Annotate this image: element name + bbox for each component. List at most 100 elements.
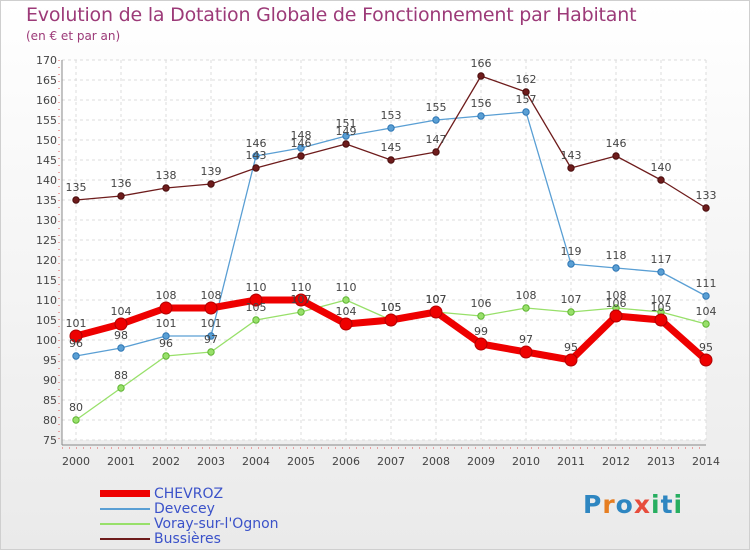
legend-item: CHEVROZ [100,486,279,502]
data-point-devecey [522,108,530,116]
data-point-chevroz [204,301,218,315]
data-label-bussi-res: 146 [291,137,312,150]
data-label-bussi-res: 138 [156,169,177,182]
data-point-devecey [297,144,305,152]
logo-letter: i [651,490,661,519]
data-point-chevroz [654,313,668,327]
data-label-voray-sur-l-ognon: 108 [606,289,627,302]
data-label-chevroz: 110 [291,281,312,294]
data-label-chevroz: 105 [651,301,672,314]
data-label-devecey: 96 [69,337,83,350]
data-label-chevroz: 106 [606,297,627,310]
data-label-devecey: 98 [114,329,128,342]
data-label-voray-sur-l-ognon: 97 [204,333,218,346]
data-label-voray-sur-l-ognon: 80 [69,401,83,414]
data-point-bussi-res [477,72,485,80]
data-point-voray-sur-l-ognon [567,308,575,316]
data-point-bussi-res [72,196,80,204]
data-point-chevroz [294,293,308,307]
data-point-devecey [612,264,620,272]
proxiti-logo: Proxiti [583,490,683,519]
data-label-bussi-res: 140 [651,161,672,174]
data-point-devecey [567,260,575,268]
data-point-voray-sur-l-ognon [297,308,305,316]
y-tick-label: 105 [36,314,57,327]
data-point-chevroz [519,345,533,359]
data-label-bussi-res: 143 [246,149,267,162]
data-label-bussi-res: 166 [471,57,492,70]
data-label-devecey: 151 [336,117,357,130]
x-tick-label: 2011 [557,455,585,468]
y-tick-label: 140 [36,174,57,187]
data-point-voray-sur-l-ognon [522,304,530,312]
data-label-bussi-res: 146 [606,137,627,150]
data-point-chevroz [384,313,398,327]
data-label-bussi-res: 145 [381,141,402,154]
y-tick-label: 85 [43,394,57,407]
logo-letter: r [602,490,616,519]
data-label-chevroz: 105 [381,301,402,314]
x-tick-label: 2004 [242,455,270,468]
data-label-devecey: 118 [606,249,627,262]
data-label-chevroz: 104 [336,305,357,318]
data-label-chevroz: 110 [246,281,267,294]
data-label-chevroz: 95 [699,341,713,354]
data-label-bussi-res: 139 [201,165,222,178]
legend-label: Devecey [154,500,215,517]
y-tick-label: 95 [43,354,57,367]
chart-title: Evolution de la Dotation Globale de Fonc… [26,4,637,26]
data-point-devecey [477,112,485,120]
data-label-devecey: 111 [696,277,717,290]
y-tick-label: 120 [36,254,57,267]
data-point-bussi-res [117,192,125,200]
data-point-devecey [117,344,125,352]
x-tick-label: 2008 [422,455,450,468]
data-point-voray-sur-l-ognon [702,320,710,328]
data-point-voray-sur-l-ognon [117,384,125,392]
logo-letter: o [615,490,634,519]
data-label-voray-sur-l-ognon: 105 [246,301,267,314]
data-label-chevroz: 95 [564,341,578,354]
data-point-bussi-res [702,204,710,212]
data-label-chevroz: 99 [474,325,488,338]
logo-letter: P [583,490,603,519]
data-point-chevroz [429,305,443,319]
data-point-chevroz [249,293,263,307]
data-label-bussi-res: 147 [426,133,447,146]
y-tick-label: 100 [36,334,57,347]
data-point-devecey [432,116,440,124]
data-label-voray-sur-l-ognon: 107 [561,293,582,306]
data-point-voray-sur-l-ognon [252,316,260,324]
data-label-chevroz: 101 [66,317,87,330]
chart-subtitle: (en € et par an) [26,29,121,43]
data-point-bussi-res [342,140,350,148]
data-label-chevroz: 97 [519,333,533,346]
y-tick-label: 160 [36,94,57,107]
data-point-chevroz [339,317,353,331]
data-point-bussi-res [432,148,440,156]
data-label-devecey: 101 [156,317,177,330]
data-point-bussi-res [387,156,395,164]
x-tick-label: 2000 [62,455,90,468]
x-tick-label: 2010 [512,455,540,468]
data-label-voray-sur-l-ognon: 104 [696,305,717,318]
plot-area [62,60,706,440]
y-tick-label: 115 [36,274,57,287]
logo-letter: i [673,490,684,519]
legend-label: Bussières [154,530,221,547]
data-point-chevroz [114,317,128,331]
data-point-voray-sur-l-ognon [162,352,170,360]
data-label-chevroz: 107 [426,293,447,306]
data-point-chevroz [564,353,578,367]
data-point-voray-sur-l-ognon [72,416,80,424]
y-tick-label: 145 [36,154,57,167]
data-point-devecey [657,268,665,276]
y-tick-label: 170 [36,54,57,67]
data-point-devecey [342,132,350,140]
y-tick-label: 125 [36,234,57,247]
data-label-devecey: 148 [291,129,312,142]
x-tick-label: 2007 [377,455,405,468]
logo-letter: x [633,490,651,519]
data-label-voray-sur-l-ognon: 110 [336,281,357,294]
data-point-bussi-res [612,152,620,160]
